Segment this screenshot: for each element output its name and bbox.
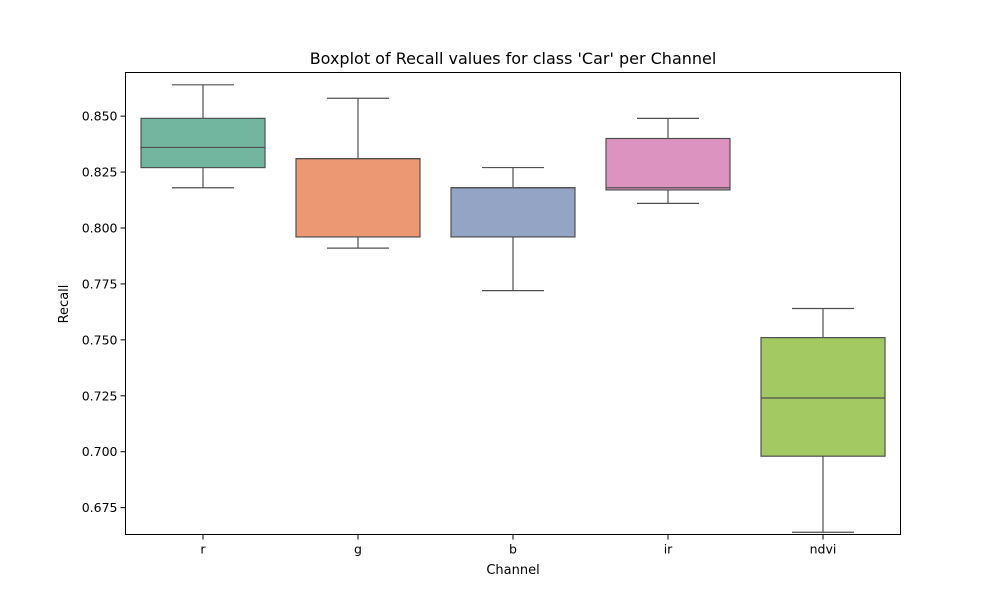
x-tick-label-g: g [354,542,362,557]
y-tick-label: 0.675 [82,500,118,515]
y-tick-label: 0.850 [82,109,118,124]
iqr-box [450,187,576,238]
iqr-box [140,117,266,169]
iqr-box [605,137,731,191]
x-tick-label-b: b [509,542,517,557]
x-tick-label-r: r [200,542,206,557]
y-tick-label: 0.800 [82,220,118,235]
plot-area [140,84,886,533]
y-tick-label: 0.775 [82,276,118,291]
box-g [295,97,421,249]
x-tick-label-ndvi: ndvi [810,542,837,557]
x-axis-label: Channel [486,563,539,578]
y-tick-label: 0.750 [82,332,118,347]
box-b [450,166,576,292]
y-tick-label: 0.825 [82,165,118,180]
iqr-box [760,337,886,457]
y-tick-label: 0.725 [82,388,118,403]
x-tick-label-ir: ir [664,542,673,557]
box-r [140,84,266,189]
box-ir [605,117,731,204]
y-tick-label: 0.700 [82,444,118,459]
y-axis-label: Recall [57,285,72,324]
iqr-box [295,158,421,238]
chart-title: Boxplot of Recall values for class 'Car'… [310,49,717,68]
box-ndvi [760,307,886,533]
